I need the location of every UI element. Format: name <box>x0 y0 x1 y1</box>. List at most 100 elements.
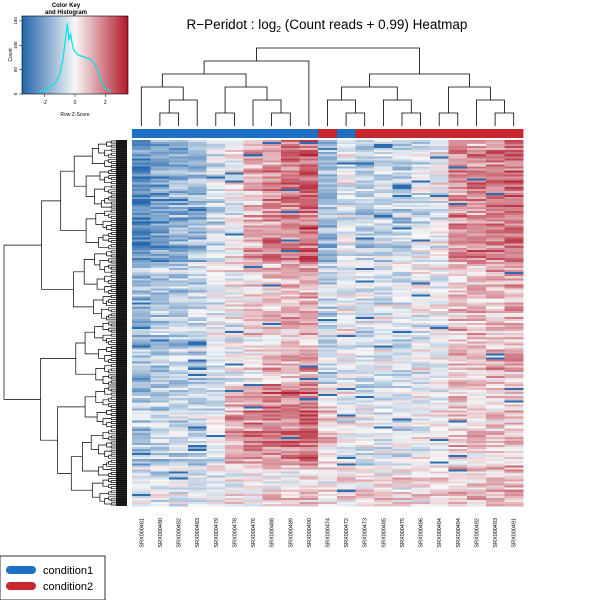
heatmap-cell <box>429 176 449 179</box>
heatmap-cell <box>169 412 189 415</box>
heatmap-cell <box>299 365 319 369</box>
heatmap-cell <box>132 274 151 277</box>
heatmap-cell <box>504 499 524 503</box>
heatmap-cell <box>299 229 319 232</box>
heatmap-cell <box>280 231 300 234</box>
heatmap-cell <box>411 247 431 251</box>
heatmap-cell <box>299 170 319 173</box>
heatmap-cell <box>243 371 263 375</box>
heatmap-cell <box>374 180 393 183</box>
heatmap-cell <box>169 420 189 423</box>
heatmap-cell <box>243 367 263 371</box>
heatmap-cell <box>225 355 245 358</box>
heatmap-cell <box>150 487 170 491</box>
key-xtick-label: -2 <box>42 100 47 106</box>
heatmap-cell <box>467 388 487 391</box>
heatmap-cell <box>467 363 487 366</box>
heatmap-cell <box>374 164 393 167</box>
heatmap-cell <box>411 442 431 446</box>
heatmap-cell <box>150 355 170 358</box>
heatmap-cell <box>467 255 487 259</box>
heatmap-cell <box>336 203 356 206</box>
heatmap-cell <box>132 451 151 454</box>
heatmap-cell <box>243 253 263 257</box>
heatmap-cell <box>485 178 505 181</box>
heatmap-cell <box>504 150 524 153</box>
heatmap-cell <box>467 331 487 334</box>
heatmap-cell <box>206 142 226 145</box>
heatmap-cell <box>150 491 170 495</box>
heatmap-cell <box>169 190 189 194</box>
heatmap-cell <box>206 259 226 263</box>
heatmap-cell <box>243 453 263 456</box>
heatmap-cell <box>243 310 263 314</box>
heatmap-cell <box>299 243 319 247</box>
heatmap-cell <box>448 445 468 448</box>
row-dendrogram-link <box>96 278 105 290</box>
heatmap-cell <box>448 377 468 381</box>
heatmap-cell <box>187 290 207 293</box>
heatmap-cell <box>504 457 524 460</box>
heatmap-cell <box>485 231 505 234</box>
heatmap-cell <box>318 294 338 297</box>
heatmap-cell <box>429 491 449 495</box>
heatmap-cell <box>280 196 300 200</box>
heatmap-cell <box>467 217 487 220</box>
heatmap-cell <box>504 369 524 373</box>
heatmap-cell <box>243 320 263 324</box>
heatmap-cell <box>429 227 449 230</box>
heatmap-cell <box>187 337 207 340</box>
heatmap-cell <box>262 255 282 259</box>
row-dendrogram-link <box>84 331 99 355</box>
heatmap-cell <box>392 215 412 218</box>
heatmap-cell <box>187 501 207 505</box>
heatmap-cell <box>429 379 449 383</box>
heatmap-cell <box>206 284 226 287</box>
heatmap-cell <box>187 243 207 247</box>
heatmap-cell <box>374 314 393 318</box>
heatmap-cell <box>262 457 282 460</box>
heatmap-cell <box>355 381 375 385</box>
heatmap-cell <box>243 142 263 145</box>
heatmap-cell <box>392 298 412 301</box>
heatmap-cell <box>132 475 151 478</box>
heatmap-cell <box>467 294 487 297</box>
heatmap-cell <box>225 459 245 462</box>
heatmap-cell <box>132 221 151 224</box>
heatmap-cell <box>374 280 393 283</box>
heatmap-cell <box>169 245 189 249</box>
heatmap-cell <box>299 434 319 438</box>
heatmap-cell <box>429 294 449 297</box>
heatmap-cell <box>262 140 282 143</box>
heatmap-cell <box>448 337 468 340</box>
heatmap-cell <box>467 418 487 421</box>
row-dendrogram-link <box>85 218 99 243</box>
heatmap-cell <box>411 144 431 147</box>
heatmap-cell <box>392 384 412 387</box>
heatmap-cell <box>243 184 263 188</box>
heatmap-cell <box>429 390 449 393</box>
heatmap-cell <box>318 371 338 375</box>
heatmap-cell <box>355 262 375 265</box>
heatmap-cell <box>187 201 207 204</box>
heatmap-cell <box>504 282 524 285</box>
heatmap-cell <box>280 172 300 175</box>
heatmap-cell <box>504 469 524 472</box>
heatmap-cell <box>448 318 468 322</box>
heatmap-cell <box>355 259 375 263</box>
heatmap-cell <box>318 445 338 448</box>
heatmap-cell <box>411 286 431 289</box>
heatmap-cell <box>262 447 282 450</box>
heatmap-cell <box>411 312 431 316</box>
heatmap-cell <box>206 491 226 495</box>
heatmap-cell <box>429 445 449 448</box>
heatmap-cell <box>132 398 151 401</box>
heatmap-cell <box>355 371 375 375</box>
heatmap-cell <box>206 192 226 196</box>
heatmap-cell <box>262 215 282 218</box>
heatmap-cell <box>504 241 524 244</box>
heatmap-cell <box>448 239 468 242</box>
heatmap-cell <box>243 422 263 425</box>
heatmap-cell <box>299 406 319 409</box>
heatmap-cell <box>485 233 505 236</box>
